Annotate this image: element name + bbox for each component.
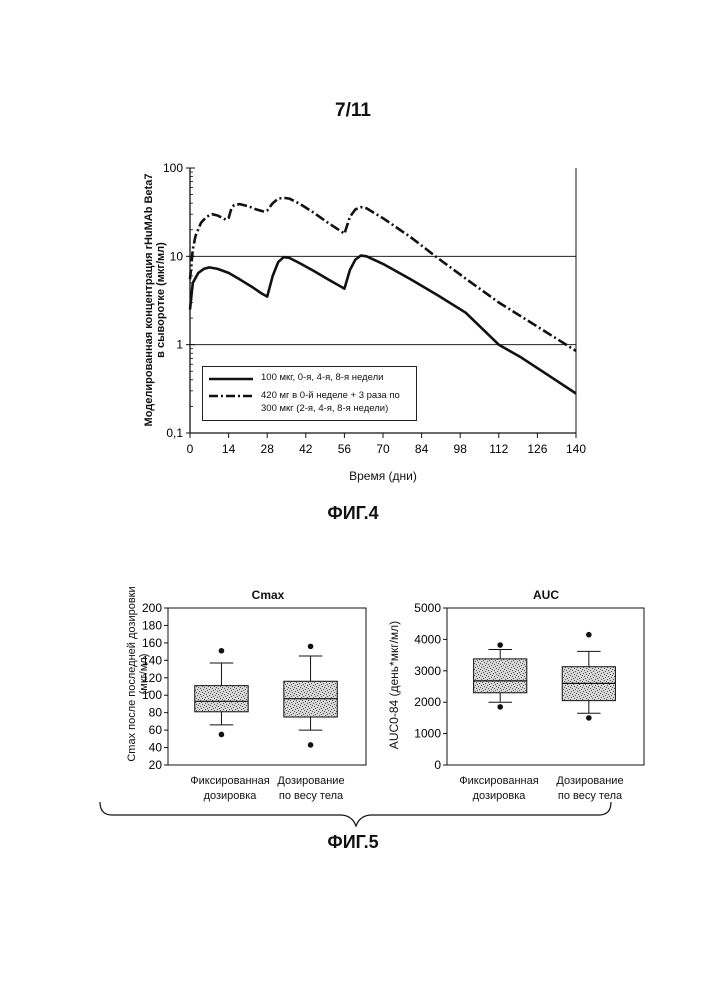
cmax-panel-title: Cmax [251,588,285,602]
fig4-x-tick-label: 42 [299,442,313,456]
legend-series1: 100 мкг, 0-я, 4-я, 8-я недели [261,372,384,383]
cmax-y-tick-label: 100 [142,688,162,702]
fig5-caption: ФИГ.5 [327,832,379,852]
auc-y-tick-label: 5000 [414,601,441,615]
cmax-cat2-line2: по весу тела [278,790,344,802]
auc-category-1: Фиксированная дозировка [451,774,547,804]
cmax-outlier-point [218,647,225,654]
auc-y-tick-label: 4000 [414,632,441,646]
auc-category-2: Дозирование по весу тела [541,774,639,804]
cmax-box [194,685,249,713]
cmax-y-tick-label: 180 [142,618,162,632]
auc-y-tick-label: 2000 [414,695,441,709]
fig4-y-tick-label: 10 [170,249,184,263]
fig4-y-tick-label: 0,1 [166,426,183,440]
fig4-x-tick-label: 112 [489,442,508,456]
fig4-x-tick-label: 0 [187,442,194,456]
fig4-x-tick-label: 126 [527,442,547,456]
fig4-line-chart: 0,1 1 10 100 0 14 28 42 56 70 84 98 112 126 140 [163,161,586,456]
page-number: 7/11 [335,100,371,121]
auc-outlier-point [586,715,592,721]
cmax-y-axis-title: Cmax после последней дозировки (мкг/мл) [126,574,150,774]
fig4-legend: 100 мкг, 0-я, 4-я, 8-я недели 420 мг в 0… [202,366,417,421]
fig4-x-tick-label: 56 [338,442,352,456]
auc-panel-title: AUC [533,588,559,602]
cmax-y-tick-label: 40 [149,741,163,755]
fig4-y-tick-label: 100 [163,161,183,175]
fig4-x-tick-label: 140 [566,442,586,456]
auc-plot-frame [446,607,645,766]
cmax-plot-frame [167,607,367,766]
cmax-category-2: Дозирование по весу тела [262,774,360,804]
cmax-y-tick-label: 160 [142,636,162,650]
auc-y-tick-label: 1000 [414,727,441,741]
cmax-cat1-line1: Фиксированная [190,775,270,787]
fig4-series-solid-line [188,254,577,395]
auc-box [473,658,528,694]
auc-cat2-line1: Дозирование [556,775,624,787]
auc-cat1-line1: Фиксированная [459,775,539,787]
cmax-outlier-point [218,731,225,738]
fig4-x-tick-label: 28 [261,442,275,456]
cmax-y-tick-label: 140 [142,653,162,667]
fig4-series-dashdot-line [188,196,577,353]
fig4-x-axis-title: Время (дни) [349,469,417,483]
legend-series2-line2: 300 мкг (2-я, 4-я, 8-я недели) [261,403,389,414]
auc-y-tick-label: 0 [434,758,441,772]
cmax-y-tick-label: 20 [149,758,163,772]
cmax-y-tick-label: 120 [142,671,162,685]
cmax-outlier-point [307,742,314,748]
legend-series2-line1: 420 мг в 0-й неделе + 3 раза по [261,390,400,401]
cmax-y-tick-label: 200 [142,601,162,615]
cmax-outlier-point [307,643,314,650]
auc-outlier-point [497,704,503,710]
auc-outlier-point [586,631,592,638]
fig4-x-tick-label: 70 [376,442,390,456]
fig4-caption: ФИГ.4 [327,503,379,523]
cmax-ylabel-line1: Cmax после последней дозировки [126,586,138,762]
fig4-x-tick-label: 98 [454,442,468,456]
cmax-y-tick-label: 60 [149,723,163,737]
auc-y-axis-title: AUC0-84 (день*мкг/мл) [387,620,401,750]
auc-outlier-point [497,642,503,648]
fig4-x-tick-label: 84 [415,442,429,456]
cmax-cat2-line1: Дозирование [277,775,345,787]
fig5-curly-brace [99,801,612,828]
fig4-y-tick-label: 1 [176,338,183,352]
cmax-cat1-line2: дозировка [203,790,257,802]
fig5-box-charts: 2040608010012014016018020001000200030004… [99,601,645,828]
auc-cat1-line2: дозировка [472,790,526,802]
cmax-ylabel-line2: (мкг/мл) [138,653,150,695]
auc-cat2-line2: по весу тела [557,790,623,802]
cmax-category-1: Фиксированная дозировка [182,774,278,804]
cmax-y-tick-label: 80 [149,706,163,720]
auc-y-tick-label: 3000 [414,664,441,678]
fig4-x-tick-label: 14 [222,442,236,456]
